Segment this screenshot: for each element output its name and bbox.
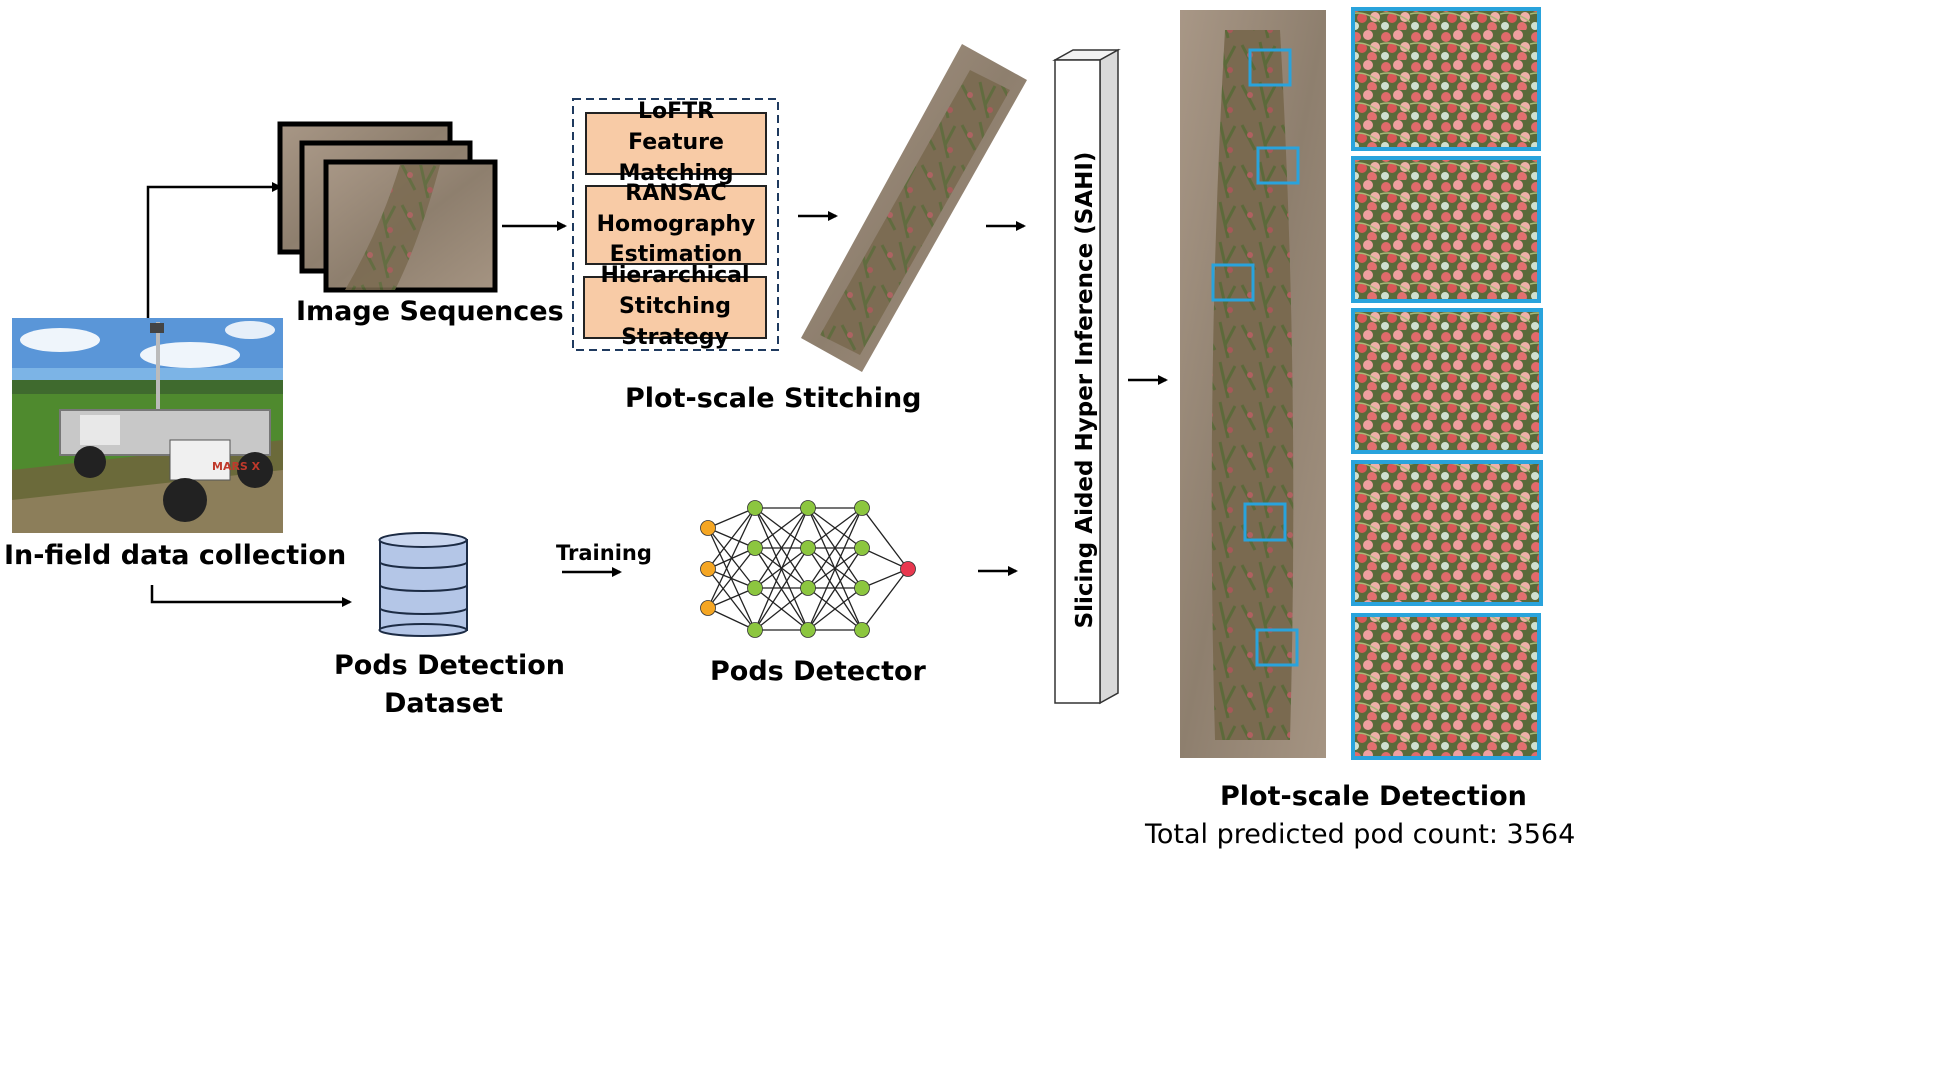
nn-edge [861,568,909,589]
nn-edge [807,507,863,631]
nn-edge [807,507,863,549]
zoom-crop [1351,7,1541,151]
image-sequences-label: Image Sequences [296,296,564,327]
in-field-label: In-field data collection [4,540,347,571]
nn-hidden-node [800,622,816,638]
neural-network-icon [700,500,916,638]
nn-output-node [900,561,916,577]
sahi-box: Slicing Aided Hyper Inference (SAHI) [1052,48,1121,705]
nn-hidden-node [854,580,870,596]
nn-edge [861,547,909,570]
zoom-crop [1351,613,1541,760]
nn-edge [861,568,909,631]
nn-hidden-node [747,540,763,556]
stitching-steps-container [572,98,779,351]
nn-hidden-node [747,622,763,638]
stitched-plot-strip [801,44,1027,372]
nn-hidden-node [747,580,763,596]
nn-edge [707,607,756,631]
nn-edge [707,507,756,609]
step-hierarchical: Hierarchical Stitching Strategy [583,263,767,350]
nn-edge [754,587,809,631]
arrow-to-image-sequences [146,182,282,318]
zoom-crop [1351,460,1543,606]
dataset-cylinder-icon [378,532,468,637]
zoom-crop [1351,308,1543,454]
plot-detection-label: Plot-scale Detection [1220,781,1527,812]
nn-input-node [700,561,716,577]
zoom-crop [1351,156,1541,303]
nn-edge [861,507,909,570]
pod-count-label: Total predicted pod count: 3564 [1145,819,1576,850]
nn-edge [754,507,809,631]
nn-edge [707,568,756,631]
nn-hidden-node [854,540,870,556]
pods-detector-label: Pods Detector [710,656,926,687]
robot-label: MARS X [212,460,261,473]
nn-hidden-node [800,580,816,596]
detection-box [1255,628,1299,667]
connectors [146,182,1168,607]
nn-hidden-node [747,500,763,516]
step-loftr: LoFTR Feature Matching [585,99,767,186]
nn-edge [707,507,756,529]
image-sequence-frames [277,121,498,293]
dataset-label-line1: Pods Detection [334,650,566,681]
nn-edge [754,507,809,589]
nn-edge [754,547,809,631]
nn-edge [807,547,863,631]
nn-input-node [700,520,716,536]
sahi-label: Slicing Aided Hyper Inference (SAHI) [1072,152,1098,629]
detection-box [1243,502,1287,542]
dataset-label-line2: Dataset [384,688,504,719]
nn-hidden-node [854,500,870,516]
arrow-to-dataset [150,585,352,607]
nn-edge [707,507,756,570]
plot-detection-image [1180,10,1326,758]
detection-box [1211,263,1255,302]
detection-box [1248,48,1292,87]
nn-edge [807,507,863,589]
nn-hidden-node [800,540,816,556]
nn-edge [707,587,756,609]
training-label: Training [556,541,652,565]
nn-edge [807,587,863,631]
nn-hidden-node [854,622,870,638]
nn-edge [754,507,809,549]
nn-input-node [700,600,716,616]
zoomed-crops [1351,7,1543,760]
detection-box [1256,146,1300,185]
in-field-photo: MARS X [12,318,283,533]
plot-stitching-label: Plot-scale Stitching [625,383,922,414]
step-ransac: RANSAC Homography Estimation [585,181,767,267]
nn-hidden-node [800,500,816,516]
nn-edge [707,547,756,609]
